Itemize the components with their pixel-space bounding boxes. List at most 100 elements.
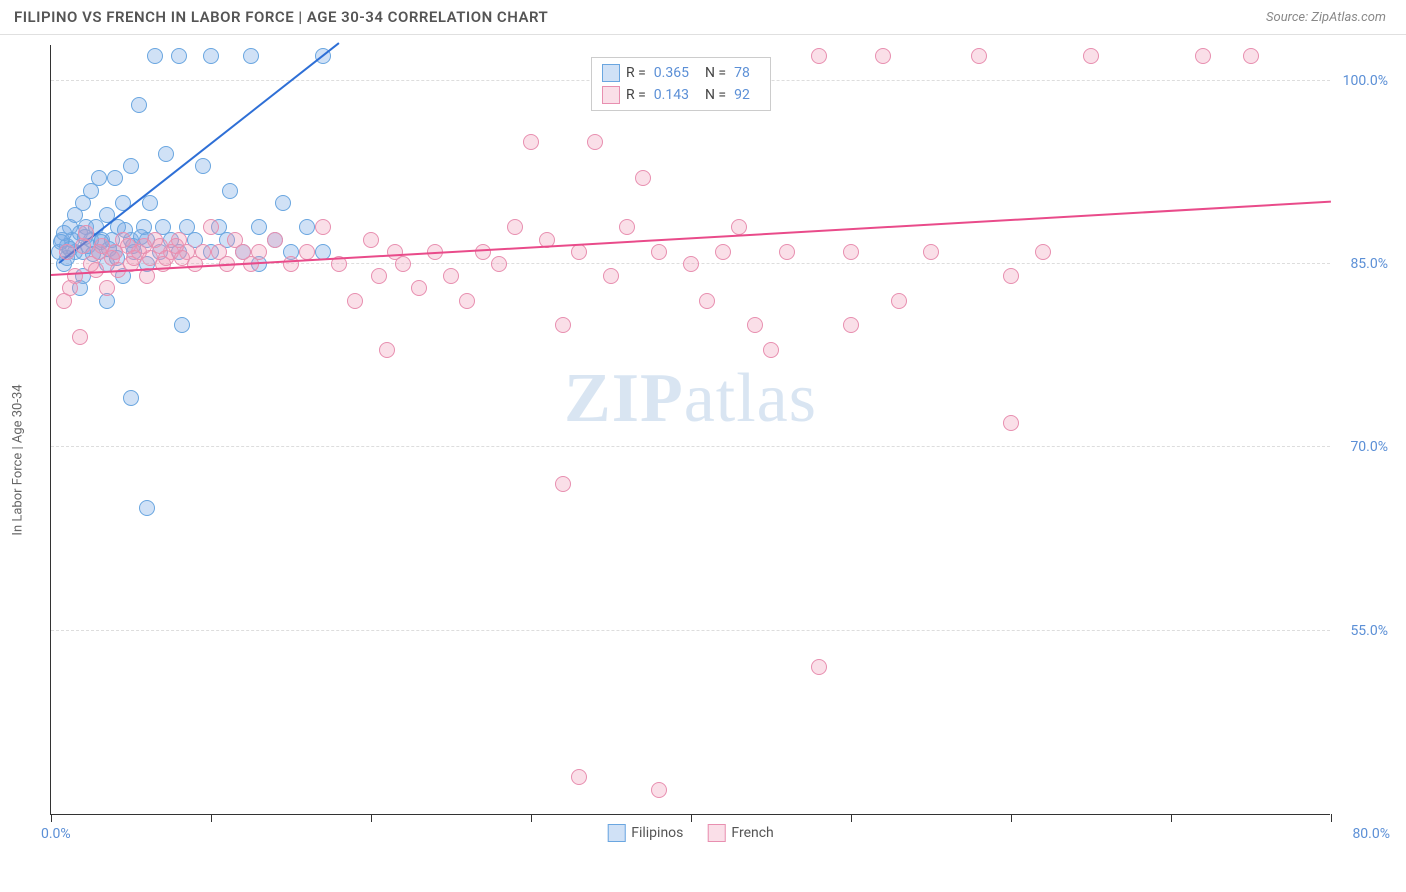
scatter-point <box>699 293 715 309</box>
scatter-point <box>107 170 123 186</box>
scatter-point <box>715 244 731 260</box>
scatter-point <box>379 342 395 358</box>
scatter-point <box>299 219 315 235</box>
scatter-point <box>811 48 827 64</box>
series-legend: Filipinos French <box>607 824 774 842</box>
scatter-point <box>62 280 78 296</box>
scatter-point <box>747 317 763 333</box>
correlation-legend-row: R =0.365N =78 <box>602 62 760 84</box>
series-legend-item: Filipinos <box>607 824 683 842</box>
scatter-point <box>174 250 190 266</box>
x-tick <box>851 814 852 822</box>
correlation-legend: R =0.365N =78R =0.143N =92 <box>591 57 771 111</box>
scatter-point <box>475 244 491 260</box>
scatter-point <box>1035 244 1051 260</box>
scatter-point <box>123 390 139 406</box>
scatter-point <box>411 280 427 296</box>
legend-n-label: N = <box>705 87 726 103</box>
scatter-point <box>283 256 299 272</box>
x-tick-label-max: 80.0% <box>1352 826 1390 842</box>
scatter-point <box>171 48 187 64</box>
scatter-point <box>571 769 587 785</box>
scatter-point <box>555 476 571 492</box>
x-tick <box>51 814 52 822</box>
scatter-point <box>763 342 779 358</box>
x-tick <box>691 814 692 822</box>
legend-swatch <box>602 86 620 104</box>
scatter-point <box>299 244 315 260</box>
scatter-point <box>875 48 891 64</box>
scatter-point <box>891 293 907 309</box>
scatter-point <box>139 500 155 516</box>
x-tick <box>1011 814 1012 822</box>
series-legend-label: French <box>731 825 773 841</box>
chart-container: In Labor Force | Age 30-34 ZIPatlas 55.0… <box>0 35 1406 885</box>
legend-r-label: R = <box>626 87 646 103</box>
scatter-point <box>203 48 219 64</box>
plot-area: ZIPatlas 55.0%70.0%85.0%100.0%0.0%80.0%R… <box>50 45 1330 815</box>
scatter-point <box>142 195 158 211</box>
scatter-point <box>158 146 174 162</box>
scatter-point <box>843 244 859 260</box>
scatter-point <box>971 48 987 64</box>
legend-swatch <box>602 64 620 82</box>
scatter-point <box>443 268 459 284</box>
legend-n-value: 92 <box>734 87 750 103</box>
scatter-point <box>651 244 667 260</box>
correlation-legend-row: R =0.143N =92 <box>602 84 760 106</box>
scatter-point <box>174 317 190 333</box>
trend-line <box>58 42 339 264</box>
scatter-point <box>555 317 571 333</box>
scatter-point <box>843 317 859 333</box>
scatter-point <box>635 170 651 186</box>
scatter-point <box>363 232 379 248</box>
legend-r-label: R = <box>626 65 646 81</box>
y-tick-label: 85.0% <box>1350 256 1388 272</box>
gridline: 70.0% <box>51 446 1330 447</box>
chart-header: FILIPINO VS FRENCH IN LABOR FORCE | AGE … <box>0 0 1406 35</box>
scatter-point <box>683 256 699 272</box>
scatter-point <box>1195 48 1211 64</box>
y-tick-label: 70.0% <box>1350 439 1388 455</box>
x-tick-label-min: 0.0% <box>41 826 71 842</box>
scatter-point <box>78 225 94 241</box>
scatter-point <box>251 219 267 235</box>
scatter-point <box>603 268 619 284</box>
x-tick <box>371 814 372 822</box>
legend-n-value: 78 <box>734 65 750 81</box>
chart-title: FILIPINO VS FRENCH IN LABOR FORCE | AGE … <box>14 8 548 26</box>
scatter-point <box>1003 268 1019 284</box>
legend-swatch <box>607 824 625 842</box>
x-tick <box>1331 814 1332 822</box>
scatter-point <box>315 219 331 235</box>
scatter-point <box>523 134 539 150</box>
scatter-point <box>195 158 211 174</box>
y-axis-label: In Labor Force | Age 30-34 <box>11 384 26 535</box>
scatter-point <box>1003 415 1019 431</box>
scatter-point <box>1243 48 1259 64</box>
scatter-point <box>123 158 139 174</box>
x-tick <box>531 814 532 822</box>
scatter-point <box>91 170 107 186</box>
y-tick-label: 55.0% <box>1350 623 1388 639</box>
scatter-point <box>243 48 259 64</box>
watermark: ZIPatlas <box>564 359 817 439</box>
scatter-point <box>203 219 219 235</box>
x-tick <box>211 814 212 822</box>
y-tick-label: 100.0% <box>1343 73 1388 89</box>
scatter-point <box>1083 48 1099 64</box>
legend-swatch <box>707 824 725 842</box>
scatter-point <box>587 134 603 150</box>
scatter-point <box>222 183 238 199</box>
scatter-point <box>491 256 507 272</box>
scatter-point <box>99 280 115 296</box>
scatter-point <box>651 782 667 798</box>
scatter-point <box>131 97 147 113</box>
scatter-point <box>72 329 88 345</box>
scatter-point <box>507 219 523 235</box>
scatter-point <box>619 219 635 235</box>
series-legend-item: French <box>707 824 773 842</box>
scatter-point <box>923 244 939 260</box>
x-tick <box>1171 814 1172 822</box>
scatter-point <box>147 48 163 64</box>
